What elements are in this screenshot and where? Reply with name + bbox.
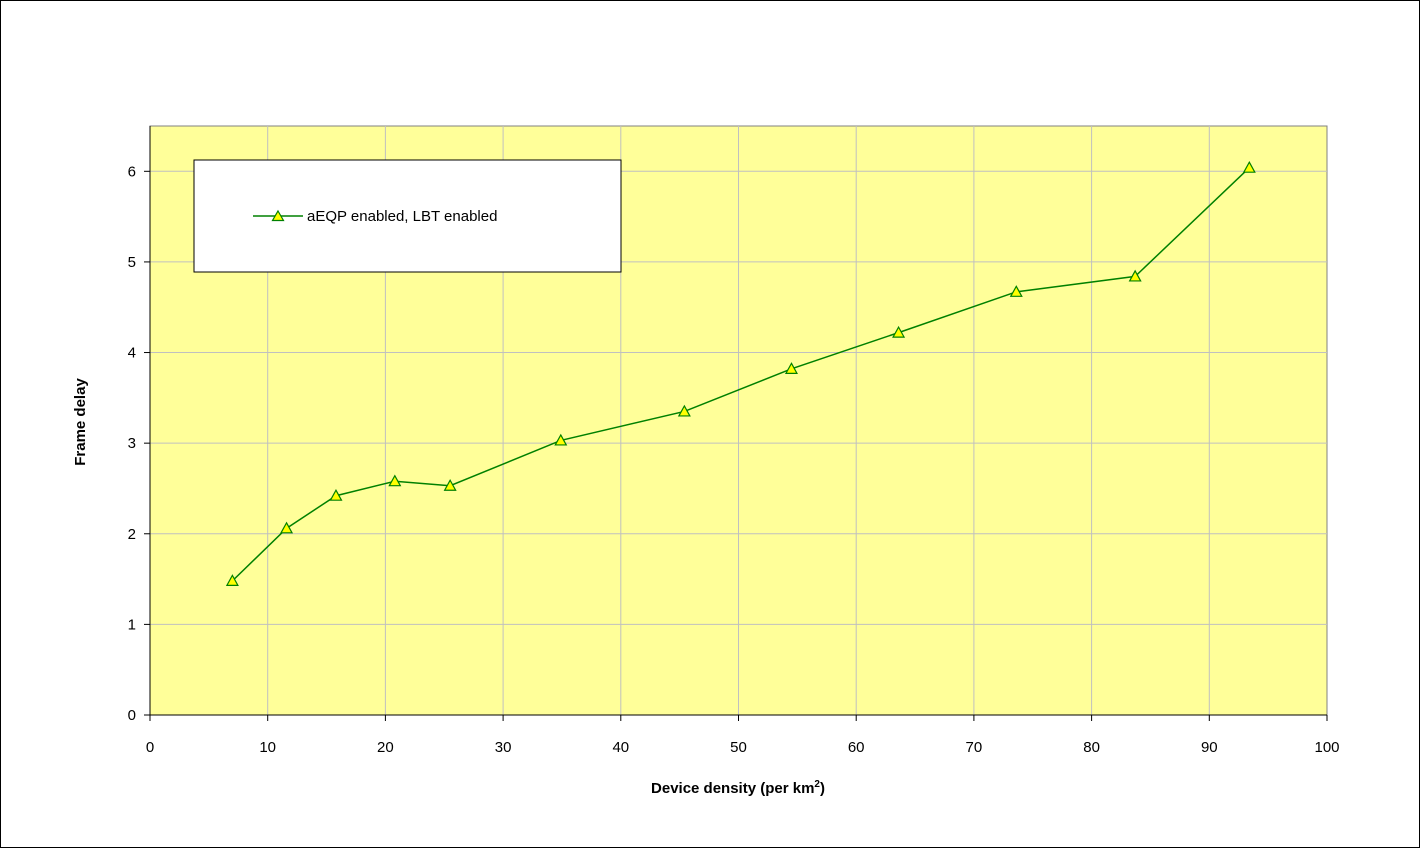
y-tick-label: 1 <box>128 616 136 633</box>
data-point <box>443 478 457 491</box>
x-tick-label: 100 <box>1314 739 1339 756</box>
x-tick-label: 60 <box>848 739 865 756</box>
y-axis-title: Frame delay <box>72 378 89 466</box>
x-tick-label: 90 <box>1201 739 1218 756</box>
x-tick-label: 10 <box>259 739 276 756</box>
x-tick-label: 50 <box>730 739 747 756</box>
x-axis-title: Device density (per km2) <box>651 779 825 797</box>
legend-label: aEQP enabled, LBT enabled <box>307 208 497 225</box>
y-tick-label: 6 <box>128 163 136 180</box>
data-point <box>554 433 568 446</box>
y-ticks: 0 1 2 3 4 5 6 <box>128 163 150 724</box>
legend: aEQP enabled, LBT enabled <box>193 159 622 273</box>
data-point <box>329 488 343 501</box>
data-point <box>225 574 239 586</box>
legend-marker <box>271 209 285 222</box>
series-line <box>231 167 1250 582</box>
x-tick-label: 0 <box>146 739 154 756</box>
series-layer <box>225 160 1256 586</box>
y-tick-label: 3 <box>128 435 136 452</box>
y-tick-label: 4 <box>128 345 136 362</box>
x-tick-label: 20 <box>377 739 394 756</box>
data-point <box>677 404 691 417</box>
data-point <box>1242 160 1256 173</box>
x-tick-label: 70 <box>966 739 983 756</box>
y-tick-label: 2 <box>128 526 136 543</box>
data-point <box>388 474 402 487</box>
x-tick-label: 30 <box>495 739 512 756</box>
data-point <box>280 521 294 534</box>
data-point <box>784 362 798 374</box>
y-tick-label: 0 <box>128 707 136 724</box>
x-tick-label: 80 <box>1083 739 1100 756</box>
data-point <box>892 325 906 338</box>
data-point <box>1009 285 1023 297</box>
x-ticks: 0 10 20 30 40 50 60 70 80 90 100 <box>146 715 1340 756</box>
x-tick-label: 40 <box>612 739 629 756</box>
y-tick-label: 5 <box>128 254 136 271</box>
data-point <box>1128 269 1142 282</box>
